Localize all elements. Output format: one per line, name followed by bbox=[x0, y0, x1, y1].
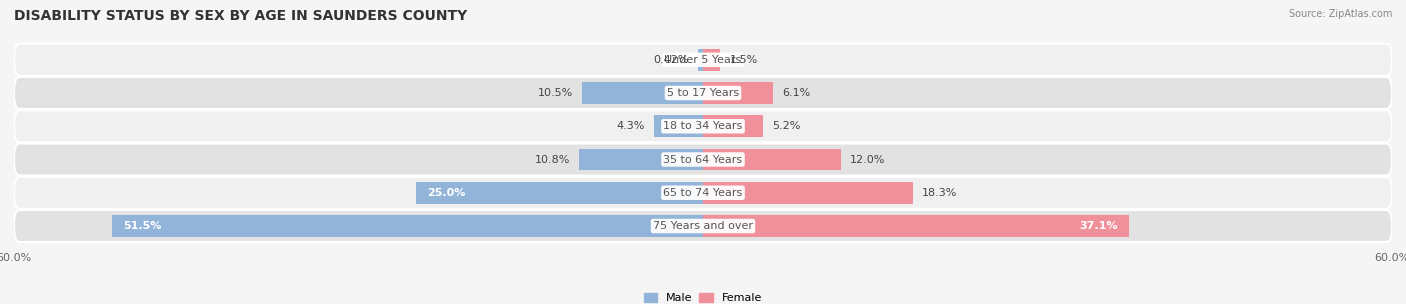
Text: 35 to 64 Years: 35 to 64 Years bbox=[664, 154, 742, 164]
Bar bbox=[703, 82, 773, 104]
Legend: Male, Female: Male, Female bbox=[644, 293, 762, 303]
Bar bbox=[703, 149, 841, 170]
Bar bbox=[703, 116, 762, 137]
Text: 6.1%: 6.1% bbox=[782, 88, 810, 98]
Text: 18 to 34 Years: 18 to 34 Years bbox=[664, 121, 742, 131]
Text: 10.5%: 10.5% bbox=[538, 88, 574, 98]
Text: 12.0%: 12.0% bbox=[851, 154, 886, 164]
Text: 4.3%: 4.3% bbox=[616, 121, 644, 131]
Bar bbox=[111, 215, 703, 237]
Bar bbox=[703, 49, 720, 71]
FancyBboxPatch shape bbox=[14, 143, 1392, 175]
FancyBboxPatch shape bbox=[14, 210, 1392, 242]
Text: 75 Years and over: 75 Years and over bbox=[652, 221, 754, 231]
Bar bbox=[416, 182, 703, 204]
Bar bbox=[654, 116, 703, 137]
FancyBboxPatch shape bbox=[14, 177, 1392, 209]
Text: Under 5 Years: Under 5 Years bbox=[665, 55, 741, 65]
Text: 5.2%: 5.2% bbox=[772, 121, 800, 131]
Bar bbox=[582, 82, 703, 104]
Text: 51.5%: 51.5% bbox=[124, 221, 162, 231]
Bar bbox=[699, 49, 703, 71]
Text: 18.3%: 18.3% bbox=[922, 188, 957, 198]
Text: 5 to 17 Years: 5 to 17 Years bbox=[666, 88, 740, 98]
Text: 0.42%: 0.42% bbox=[654, 55, 689, 65]
Text: Source: ZipAtlas.com: Source: ZipAtlas.com bbox=[1288, 9, 1392, 19]
Bar bbox=[703, 215, 1129, 237]
Text: 10.8%: 10.8% bbox=[534, 154, 569, 164]
FancyBboxPatch shape bbox=[14, 44, 1392, 76]
Bar bbox=[703, 182, 912, 204]
Bar bbox=[579, 149, 703, 170]
Text: 65 to 74 Years: 65 to 74 Years bbox=[664, 188, 742, 198]
Text: 1.5%: 1.5% bbox=[730, 55, 758, 65]
FancyBboxPatch shape bbox=[14, 77, 1392, 109]
Text: 25.0%: 25.0% bbox=[427, 188, 465, 198]
Text: DISABILITY STATUS BY SEX BY AGE IN SAUNDERS COUNTY: DISABILITY STATUS BY SEX BY AGE IN SAUND… bbox=[14, 9, 467, 23]
Text: 37.1%: 37.1% bbox=[1078, 221, 1118, 231]
FancyBboxPatch shape bbox=[14, 110, 1392, 142]
